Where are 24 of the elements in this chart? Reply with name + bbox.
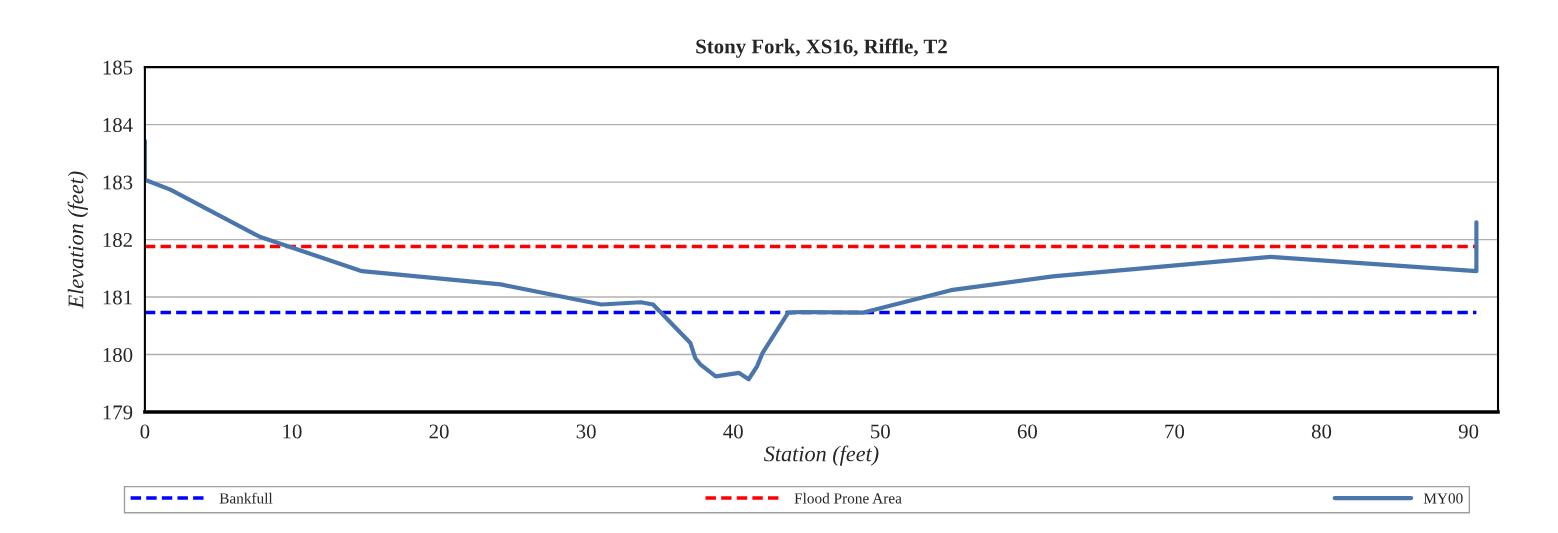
legend-label: Flood Prone Area xyxy=(794,492,902,504)
legend-label: MY00 xyxy=(1423,493,1463,504)
y-tick-label: 181 xyxy=(103,290,132,305)
x-tick-label: 40 xyxy=(723,424,743,439)
x-tick-label: 90 xyxy=(1458,424,1479,439)
y-axis-title: Elevation (feet) xyxy=(67,171,88,309)
x-tick-label: 50 xyxy=(871,424,890,439)
x-tick-label: 30 xyxy=(576,424,596,439)
x-tick-label: 70 xyxy=(1165,424,1185,439)
x-tick-label: 20 xyxy=(429,424,449,439)
x-tick-label: 80 xyxy=(1311,424,1332,439)
y-tick-label: 185 xyxy=(103,60,133,75)
chart-title: Stony Fork, XS16, Riffle, T2 xyxy=(696,38,947,58)
legend-label: Bankfull xyxy=(219,492,273,504)
y-tick-label: 183 xyxy=(103,175,133,190)
y-tick-label: 182 xyxy=(103,232,132,248)
line-series xyxy=(144,138,1479,382)
x-tick-label: 10 xyxy=(283,424,302,439)
x-axis-title: Station (feet) xyxy=(764,445,879,466)
x-tick-label: 0 xyxy=(140,424,150,439)
y-tick-label: 184 xyxy=(103,118,133,133)
x-tick-label: 60 xyxy=(1017,424,1037,439)
y-tick-label: 180 xyxy=(103,347,133,362)
y-tick-label: 179 xyxy=(103,405,133,420)
